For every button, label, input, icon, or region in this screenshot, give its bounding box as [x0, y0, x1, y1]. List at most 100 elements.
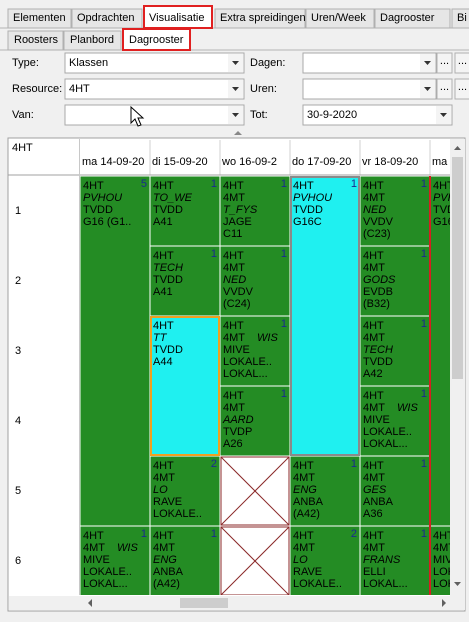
- lesson-cell[interactable]: [360, 316, 430, 386]
- combobox[interactable]: [302, 104, 453, 126]
- row-label: 1: [15, 205, 21, 217]
- more-label[interactable]: ...: [458, 81, 467, 93]
- cell-line: LOKAL...: [223, 368, 268, 380]
- cell-line: 4MT: [223, 262, 245, 274]
- cell-line: 4MT: [223, 332, 245, 344]
- cell-count: 1: [211, 248, 217, 260]
- lesson-cell[interactable]: [80, 176, 150, 526]
- tab-label[interactable]: Bi: [457, 12, 467, 24]
- cell-line: 4MT: [223, 192, 245, 204]
- subtab[interactable]: [7, 30, 64, 51]
- lesson-cell[interactable]: [290, 526, 360, 595]
- tab-label[interactable]: Extra spreidingen: [220, 12, 306, 24]
- tab[interactable]: [451, 8, 469, 29]
- cell-line: 4HT: [83, 180, 104, 192]
- tab-label[interactable]: Visualisatie: [149, 12, 204, 24]
- cell-line: TVDP: [223, 426, 252, 438]
- lesson-cell[interactable]: [220, 246, 290, 316]
- cell-line: 4HT: [153, 180, 174, 192]
- h-scroll-left[interactable]: [88, 599, 92, 607]
- more-button[interactable]: [454, 78, 469, 100]
- lesson-cell[interactable]: [360, 246, 430, 316]
- subtab-label[interactable]: Roosters: [14, 34, 59, 46]
- field-label: Van:: [12, 109, 34, 121]
- tab-label[interactable]: Elementen: [13, 12, 66, 24]
- v-scroll-thumb[interactable]: [452, 157, 463, 379]
- combobox[interactable]: [64, 104, 245, 126]
- v-scroll-down[interactable]: [454, 582, 461, 586]
- cell-line: TECH: [153, 262, 183, 274]
- cell-line: MIVE: [223, 344, 250, 356]
- cell-line: WIS: [117, 542, 138, 554]
- lesson-cell[interactable]: [150, 456, 220, 526]
- cell-line: 4MT: [153, 542, 175, 554]
- lesson-cell[interactable]: [360, 386, 430, 456]
- cell-line: LOKAL...: [363, 578, 408, 590]
- more-button[interactable]: [436, 52, 453, 74]
- cell-count: 1: [421, 178, 427, 190]
- lesson-cell[interactable]: [220, 316, 290, 386]
- more-button[interactable]: [454, 52, 469, 74]
- tab-label[interactable]: Uren/Week: [311, 12, 366, 24]
- subtab-label[interactable]: Planbord: [70, 34, 114, 46]
- tab[interactable]: [71, 8, 143, 29]
- cell-line: ENG: [153, 554, 177, 566]
- lesson-cell[interactable]: [150, 246, 220, 316]
- cell-line: GODS: [363, 274, 396, 286]
- cell-line: NED: [223, 274, 246, 286]
- cell-line: LOKALE..: [363, 426, 412, 438]
- combobox[interactable]: [302, 78, 437, 100]
- h-scroll-thumb[interactable]: [180, 598, 228, 608]
- lesson-cell[interactable]: [360, 176, 430, 246]
- tab-label[interactable]: Dagrooster: [380, 12, 435, 24]
- cell-line: AARD: [222, 414, 254, 426]
- cell-count: 1: [211, 528, 217, 540]
- row-label: 2: [15, 275, 21, 287]
- lesson-cell[interactable]: [80, 526, 150, 595]
- more-label[interactable]: ...: [440, 81, 449, 93]
- cell-line: LOKALE..: [433, 566, 469, 578]
- lesson-cell[interactable]: [220, 176, 290, 246]
- v-scroll-up[interactable]: [454, 146, 461, 150]
- tab[interactable]: [305, 8, 375, 29]
- combobox[interactable]: [64, 78, 245, 100]
- cell-line: 4HT: [363, 530, 384, 542]
- cell-line: VVDV: [363, 216, 394, 228]
- dropdown-arrow: [232, 113, 239, 117]
- lesson-cell[interactable]: [360, 456, 430, 526]
- cell-line: 4HT: [293, 180, 314, 192]
- more-label[interactable]: ...: [458, 55, 467, 67]
- column-header: ma: [432, 156, 448, 168]
- cell-count: 1: [421, 248, 427, 260]
- subtab-label[interactable]: Dagrooster: [129, 34, 184, 46]
- cell-line: 4HT: [433, 180, 454, 192]
- tab-label[interactable]: Opdrachten: [77, 12, 134, 24]
- cell-line: 4HT: [293, 530, 314, 542]
- tab[interactable]: [7, 8, 72, 29]
- h-scroll-right[interactable]: [442, 599, 446, 607]
- more-label[interactable]: ...: [440, 55, 449, 67]
- cell-count: 1: [421, 528, 427, 540]
- lesson-cell[interactable]: [150, 526, 220, 595]
- tab[interactable]: [214, 8, 306, 29]
- cell-line: G16 (G1..: [433, 216, 469, 228]
- combobox[interactable]: [64, 52, 245, 74]
- lesson-cell[interactable]: [220, 386, 290, 456]
- lesson-cell[interactable]: [360, 526, 430, 595]
- tab[interactable]: [374, 8, 451, 29]
- cell-line: 4MT: [83, 542, 105, 554]
- combobox[interactable]: [302, 52, 437, 74]
- more-button[interactable]: [436, 78, 453, 100]
- lesson-cell[interactable]: [150, 316, 220, 456]
- lesson-cell[interactable]: [290, 176, 360, 456]
- cell-line: 4HT: [363, 320, 384, 332]
- lesson-cell[interactable]: [150, 176, 220, 246]
- cell-line: 4HT: [223, 390, 244, 402]
- lesson-cell[interactable]: [290, 456, 360, 526]
- cell-line: TVDD: [293, 204, 323, 216]
- subtab[interactable]: [63, 30, 122, 51]
- subtab[interactable]: [122, 28, 191, 51]
- cell-line: LOKAL...: [363, 438, 408, 450]
- h-scrollbar[interactable]: [9, 596, 465, 610]
